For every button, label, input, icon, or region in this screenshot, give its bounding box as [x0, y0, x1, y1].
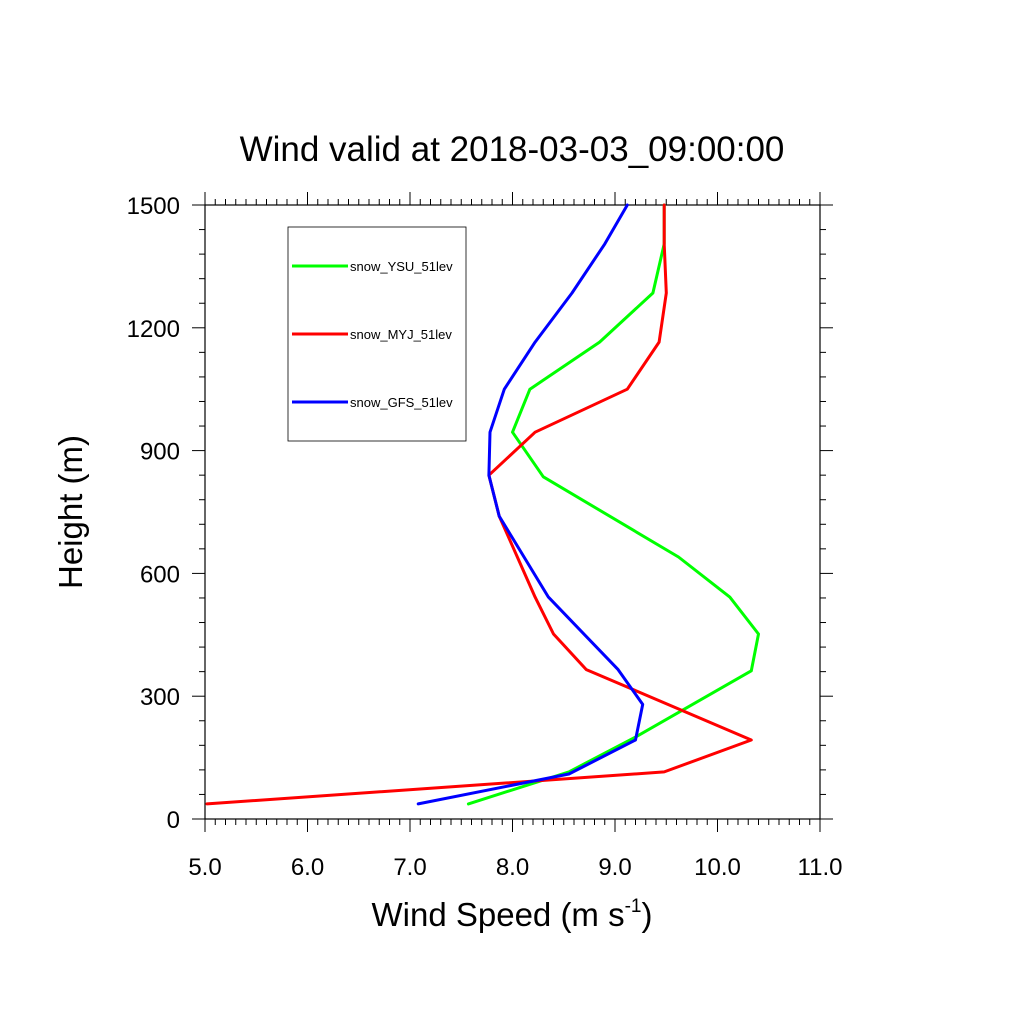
- y-tick-label: 1500: [127, 193, 180, 220]
- y-tick-label: 1200: [127, 316, 180, 343]
- x-tick-label: 5.0: [188, 854, 221, 881]
- x-tick-label: 8.0: [496, 854, 529, 881]
- x-axis-label-main: Wind Speed (m s: [372, 896, 625, 933]
- chart-title: Wind valid at 2018-03-03_09:00:00: [240, 130, 785, 169]
- x-tick-label: 7.0: [393, 854, 426, 881]
- y-tick-label: 300: [140, 684, 180, 711]
- x-tick-label: 6.0: [291, 854, 324, 881]
- series-lines: [205, 203, 760, 806]
- legend-label: snow_YSU_51lev: [350, 259, 453, 274]
- y-axis-label: Height (m): [52, 435, 89, 589]
- axis-ticks: 5.0 6.0 7.0 8.0 9.0 10.0 11.0 0 300 600 900 1200 150…: [127, 192, 843, 881]
- x-axis-label-superscript: -1: [625, 896, 642, 917]
- x-tick-label: 10.0: [694, 854, 741, 881]
- series-line-2: [416, 203, 645, 806]
- x-tick-label: 11.0: [798, 854, 843, 881]
- legend-label: snow_MYJ_51lev: [350, 327, 452, 342]
- y-tick-label: 900: [140, 439, 180, 466]
- legend: snow_YSU_51lev snow_MYJ_51lev snow_GFS_51l…: [287, 226, 467, 442]
- x-axis-label: Wind Speed (m s-1): [372, 896, 653, 933]
- legend-label: snow_GFS_51lev: [350, 395, 453, 410]
- x-axis-label-close: ): [642, 896, 653, 933]
- x-tick-label: 9.0: [598, 854, 631, 881]
- y-tick-label: 600: [140, 561, 180, 588]
- series-line-0: [466, 203, 760, 806]
- y-tick-label: 0: [167, 807, 180, 834]
- legend-items: snow_YSU_51lev snow_MYJ_51lev snow_GFS_51l…: [292, 259, 453, 410]
